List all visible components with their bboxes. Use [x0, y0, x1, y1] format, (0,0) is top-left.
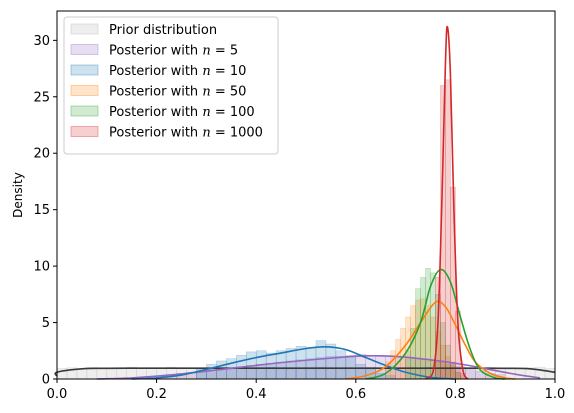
legend-label: Posterior with n = 1000 [109, 126, 263, 141]
legend-label: Posterior with n = 5 [109, 44, 238, 59]
histogram-bar [305, 347, 317, 380]
kde-curve-series-2 [131, 346, 456, 380]
x-tick-label: 0.8 [445, 387, 466, 402]
legend-box [63, 16, 279, 155]
histogram-bar [425, 268, 431, 380]
legend-swatch [70, 126, 99, 137]
legend-swatch [70, 23, 99, 35]
legend-label-suffix: = 10 [211, 64, 247, 79]
histogram-bar [265, 352, 277, 380]
legend-entry: Posterior with n = 50 [70, 85, 246, 100]
y-tick-label: 20 [33, 147, 50, 162]
y-tick-label: 25 [33, 90, 50, 105]
histogram-bar [335, 350, 347, 380]
y-axis-label: Density [11, 172, 25, 218]
histogram-bar [285, 348, 297, 380]
x-axis: 0.0 0.2 0.4 0.6 0.8 1.0 [47, 379, 566, 402]
legend-swatch [70, 64, 99, 76]
kde-curve-series-1 [96, 354, 541, 380]
y-tick-label: 0 [42, 373, 50, 388]
legend-label: Prior distribution [109, 23, 217, 38]
histogram-series-5 [435, 79, 466, 380]
y-tick-label: 5 [42, 316, 50, 331]
legend-label: Posterior with n = 100 [109, 105, 255, 120]
histogram-bar [76, 368, 88, 380]
y-tick-label: 30 [33, 34, 50, 49]
legend-entry: Posterior with n = 5 [70, 44, 238, 59]
legend-label-variable: n [202, 64, 210, 79]
histogram-bar [96, 368, 108, 380]
kde-curve-layer [54, 25, 556, 380]
x-tick-label: 0.4 [246, 387, 267, 402]
legend-label-variable: n [202, 44, 210, 59]
plot-area-frame [56, 10, 556, 380]
legend-label-prefix: Posterior with [109, 64, 202, 79]
kde-curve-series-5 [424, 25, 469, 380]
kde-curve-series-4 [365, 268, 506, 380]
histogram-bar [106, 368, 118, 380]
histogram-bar [295, 346, 307, 380]
histogram-bar [420, 277, 426, 380]
y-axis: 0 5 10 15 20 25 30 [33, 34, 57, 388]
y-tick-label: 10 [33, 260, 50, 275]
legend-label-variable: n [202, 85, 210, 100]
legend-entry: Prior distribution [70, 23, 217, 38]
kde-curve-series-3 [345, 300, 516, 380]
x-tick-label: 0.6 [345, 387, 366, 402]
histogram-bar [544, 368, 556, 380]
histogram-bar [405, 350, 411, 380]
legend-label-prefix: Posterior with [109, 126, 202, 141]
legend-label-prefix: Posterior with [109, 44, 202, 59]
legend-swatch [70, 105, 99, 117]
legend-label-suffix: = 1000 [211, 126, 263, 141]
histogram-bar [325, 343, 337, 380]
legend-swatch [70, 85, 99, 96]
legend-entry: Posterior with n = 10 [70, 64, 246, 79]
x-tick-label: 1.0 [545, 387, 566, 402]
legend-label: Posterior with n = 10 [109, 64, 246, 79]
legend-label-suffix: = 100 [211, 105, 255, 120]
legend-label: Posterior with n = 50 [109, 85, 246, 100]
legend-entry: Posterior with n = 1000 [70, 126, 263, 141]
legend-label-prefix: Posterior with [109, 85, 202, 100]
legend-label-suffix: = 50 [211, 85, 247, 100]
kde-curve-series-0 [54, 367, 556, 377]
legend-label-prefix: Posterior with [109, 105, 202, 120]
histogram-bar [445, 79, 451, 380]
x-tick-label: 0.0 [47, 387, 68, 402]
legend-label-prefix: Prior distribution [109, 23, 217, 38]
histogram-bar [275, 350, 287, 380]
legend-label-suffix: = 5 [211, 44, 238, 59]
legend-label-variable: n [202, 126, 210, 141]
x-tick-label: 0.2 [146, 387, 167, 402]
legend-label-variable: n [202, 105, 210, 120]
y-tick-label: 15 [33, 203, 50, 218]
legend-entry: Posterior with n = 100 [70, 105, 255, 120]
histogram-bar [116, 367, 127, 380]
legend-swatch [70, 44, 99, 55]
histogram-bar [395, 339, 401, 380]
